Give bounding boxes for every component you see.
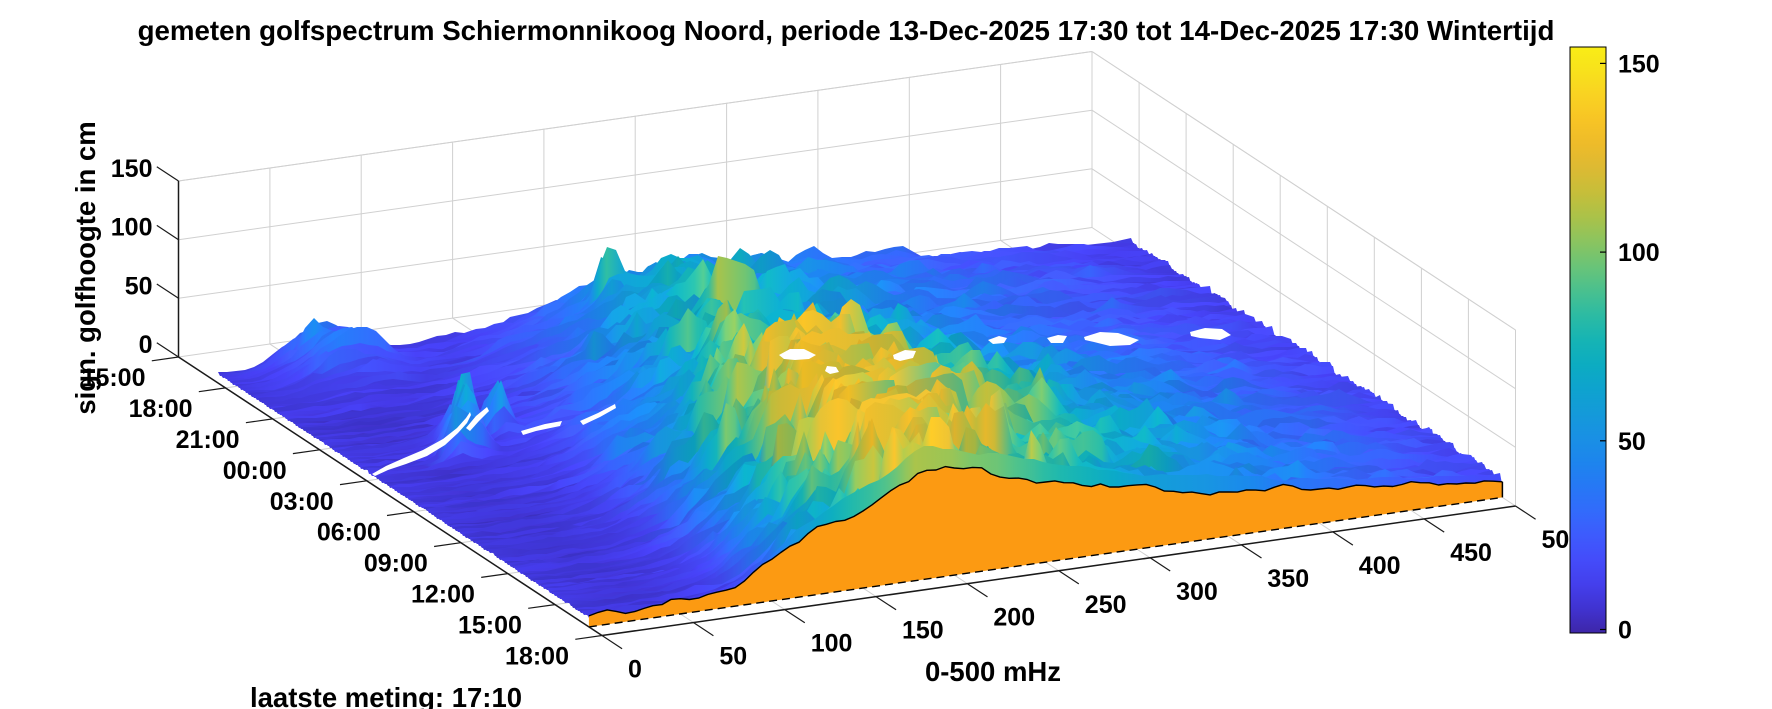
svg-text:laatste meting: 17:10: laatste meting: 17:10	[250, 682, 522, 709]
svg-text:15:00: 15:00	[458, 612, 522, 640]
svg-text:50: 50	[719, 643, 747, 671]
svg-text:200: 200	[993, 604, 1035, 632]
svg-text:00:00: 00:00	[223, 457, 287, 485]
svg-text:250: 250	[1085, 591, 1127, 619]
svg-text:450: 450	[1450, 539, 1492, 567]
svg-text:12:00: 12:00	[411, 581, 475, 609]
svg-text:100: 100	[111, 214, 153, 242]
svg-text:09:00: 09:00	[364, 550, 428, 578]
svg-text:400: 400	[1359, 552, 1401, 580]
svg-text:18:00: 18:00	[505, 643, 569, 671]
svg-text:150: 150	[111, 155, 153, 183]
svg-text:50: 50	[125, 272, 153, 300]
svg-text:150: 150	[902, 617, 944, 645]
svg-text:50: 50	[1618, 428, 1646, 456]
svg-text:0: 0	[1618, 617, 1632, 645]
svg-text:0: 0	[139, 331, 153, 359]
svg-text:150: 150	[1618, 50, 1660, 78]
svg-text:0-500 mHz: 0-500 mHz	[925, 656, 1061, 687]
svg-text:350: 350	[1267, 565, 1309, 593]
svg-text:gemeten golfspectrum Schiermon: gemeten golfspectrum Schiermonnikoog Noo…	[138, 15, 1555, 46]
svg-text:15:00: 15:00	[82, 364, 146, 392]
svg-text:100: 100	[1618, 239, 1660, 267]
svg-text:sign. golfhoogte in cm: sign. golfhoogte in cm	[70, 121, 101, 414]
svg-text:300: 300	[1176, 578, 1218, 606]
svg-text:21:00: 21:00	[176, 426, 240, 454]
svg-text:18:00: 18:00	[129, 395, 193, 423]
svg-text:0: 0	[628, 656, 642, 684]
svg-text:100: 100	[811, 630, 853, 658]
svg-text:03:00: 03:00	[270, 488, 334, 516]
svg-text:06:00: 06:00	[317, 519, 381, 547]
